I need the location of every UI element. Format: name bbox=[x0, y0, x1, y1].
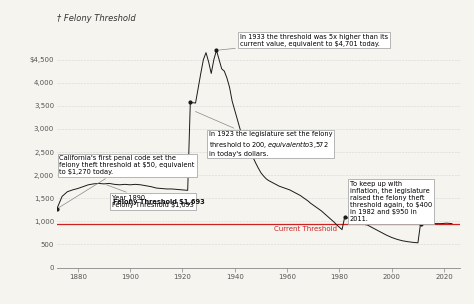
Text: Current Threshold: Current Threshold bbox=[274, 226, 337, 232]
Text: To keep up with
inflation, the legislature
raised the felony theft
threshold aga: To keep up with inflation, the legislatu… bbox=[350, 181, 432, 226]
Text: Year 1890
Felony Threshold $1,693: Year 1890 Felony Threshold $1,693 bbox=[107, 185, 193, 209]
Text: California's first penal code set the
felony theft threshold at $50, equivalent
: California's first penal code set the fe… bbox=[59, 155, 195, 207]
Text: Felony Threshold $1,693: Felony Threshold $1,693 bbox=[113, 199, 205, 205]
Text: In 1923 the legislature set the felony
threshold to $200, equivalent to $3,572
i: In 1923 the legislature set the felony t… bbox=[195, 112, 332, 157]
Text: In 1933 the threshold was 5x higher than its
current value, equivalent to $4,701: In 1933 the threshold was 5x higher than… bbox=[219, 34, 388, 50]
Text: † Felony Threshold: † Felony Threshold bbox=[57, 14, 136, 22]
